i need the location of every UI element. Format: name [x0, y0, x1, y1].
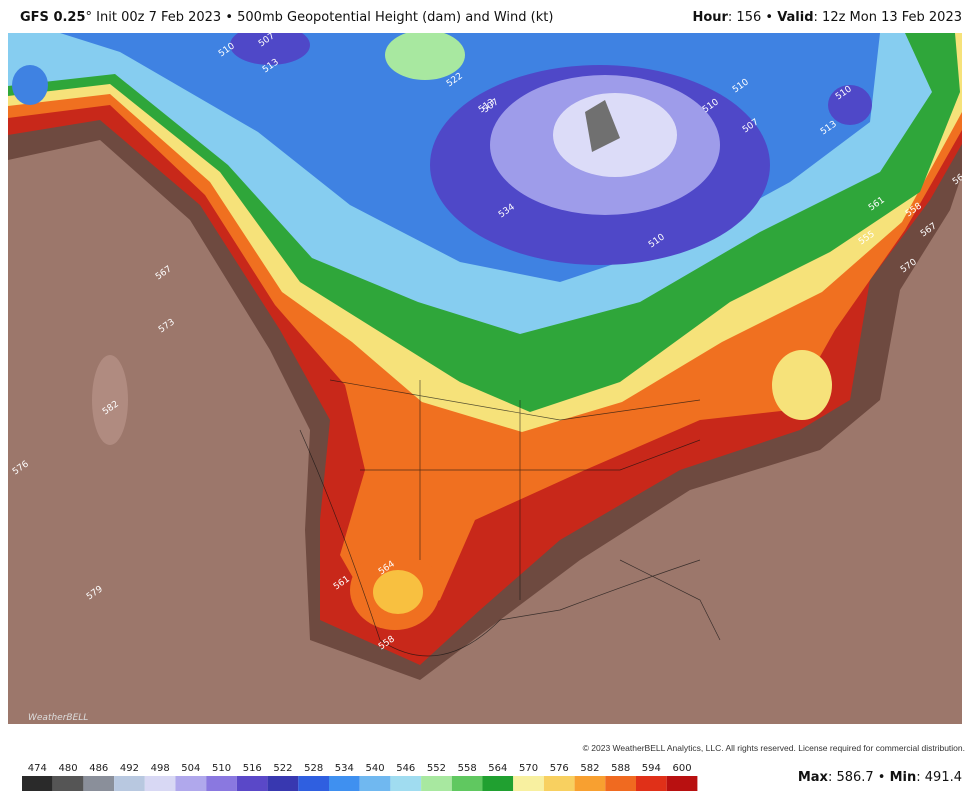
colorbar-swatch: [390, 776, 422, 791]
colorbar-swatch: [513, 776, 544, 791]
header-left: GFS 0.25° Init 00z 7 Feb 2023 • 500mb Ge…: [20, 10, 553, 25]
colorbar-swatch: [482, 776, 514, 791]
max-label: Max: [797, 770, 828, 785]
colorbar-label: 510: [212, 763, 231, 774]
colorbar-label: 492: [120, 763, 139, 774]
borders: [299, 379, 721, 657]
colorbar-label: 474: [28, 763, 47, 774]
colorbar-label: 582: [580, 763, 599, 774]
min-label: Min: [889, 770, 917, 785]
colorbar-swatch: [329, 776, 360, 791]
colorbar-label: 534: [335, 763, 354, 774]
colorbar-label: 558: [458, 763, 477, 774]
run-info: Init 00z 7 Feb 2023 • 500mb Geopotential…: [96, 10, 554, 25]
colorbar-label: 516: [243, 763, 262, 774]
height-region: [373, 570, 423, 614]
logo: WeatherBELL: [28, 713, 88, 723]
colorbar-label: 546: [396, 763, 415, 774]
height-region: [772, 350, 832, 420]
colorbar-label: 540: [366, 763, 385, 774]
colorbar-label: 552: [427, 763, 446, 774]
height-region: [92, 355, 128, 445]
height-region: [385, 33, 465, 80]
colorbar-swatch: [605, 776, 636, 791]
colorbar-label: 498: [151, 763, 170, 774]
colorbar-swatch: [175, 776, 207, 791]
colorbar-label: 480: [59, 763, 78, 774]
colorbar-swatch: [236, 776, 268, 791]
colorbar-swatch: [144, 776, 176, 791]
colorbar-label: 504: [181, 763, 200, 774]
colorbar-swatch: [666, 776, 698, 791]
colorbar-swatch: [267, 776, 299, 791]
header-right: Hour: 156 • Valid: 12z Mon 13 Feb 2023: [692, 10, 962, 25]
colorbar-swatch: [22, 776, 53, 791]
height-region: [230, 33, 310, 65]
contour-label: 564: [951, 169, 970, 187]
hour-label: Hour: [692, 10, 728, 25]
colorbar-swatch: [359, 776, 391, 791]
min-value: : 491.4: [916, 770, 962, 785]
colorbar-swatch: [543, 776, 575, 791]
colorbar-label: 564: [488, 763, 507, 774]
colorbar-swatch: [206, 776, 237, 791]
colorbar-swatch: [574, 776, 606, 791]
height-region: [12, 65, 48, 105]
model: GFS 0.25: [20, 10, 86, 25]
colorbar-swatch: [636, 776, 667, 791]
degree: °: [85, 10, 93, 25]
height-region: [585, 100, 620, 152]
colorbar-swatch: [114, 776, 145, 791]
copyright: © 2023 WeatherBELL Analytics, LLC. All r…: [579, 742, 968, 754]
colorbar-label: 576: [550, 763, 569, 774]
valid: : 12z Mon 13 Feb 2023: [813, 10, 962, 25]
colorbar-swatch: [52, 776, 84, 791]
colorbar-label: 570: [519, 763, 538, 774]
max-min: Max: 586.7 • Min: 491.4: [798, 770, 962, 785]
max-value: : 586.7 •: [827, 770, 890, 785]
hour: : 156 •: [727, 10, 778, 25]
height-region: [828, 85, 872, 125]
colorbar-label: 600: [673, 763, 692, 774]
colorbar: 474 480 486 492 498 504 510 516 522 528 534 540 546 5…: [22, 763, 698, 791]
colorbar-swatch: [421, 776, 452, 791]
valid-label: Valid: [777, 10, 814, 25]
colorbar-label: 594: [642, 763, 661, 774]
colorbar-swatch: [451, 776, 483, 791]
colorbar-label: 522: [273, 763, 292, 774]
colorbar-swatch: [83, 776, 115, 791]
colorbar-label: 528: [304, 763, 323, 774]
colorbar-label: 486: [89, 763, 108, 774]
colorbar-swatch: [298, 776, 329, 791]
colorbar-label: 588: [611, 763, 630, 774]
